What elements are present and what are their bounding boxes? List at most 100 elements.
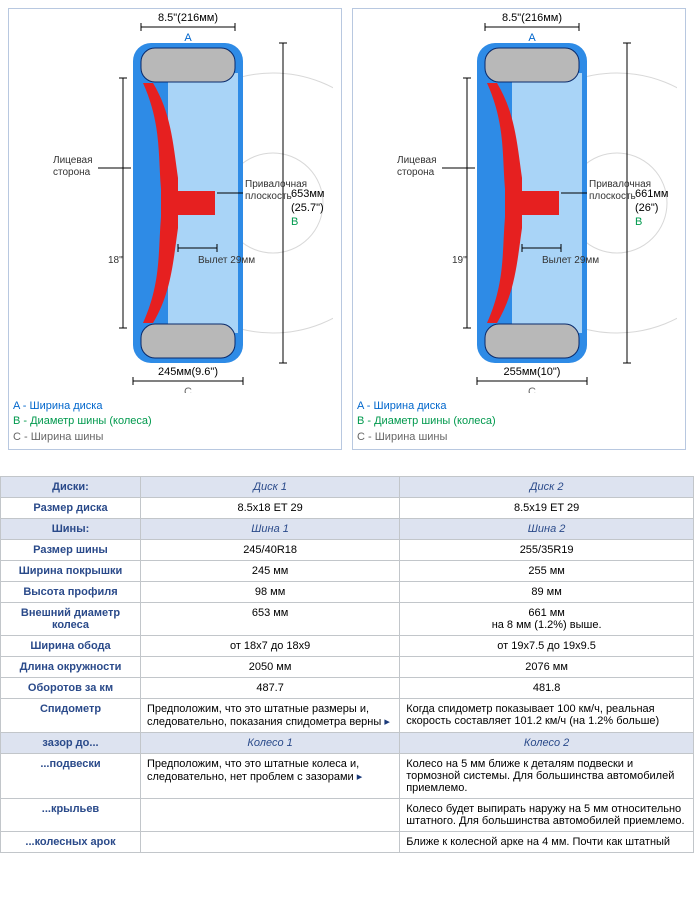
cell-col1: 8.5x18 ET 29 xyxy=(141,498,400,519)
diagram-svg-1: 8.5"(216мм)A653мм(25.7")В245мм(9.6")СЛиц… xyxy=(13,13,337,393)
cell-col2: 255 мм xyxy=(400,561,694,582)
section-label: Шины: xyxy=(1,519,141,540)
text-link[interactable]: Предположим, что это штатные размеры и, … xyxy=(147,703,390,728)
cell-col2: 89 мм xyxy=(400,582,694,603)
cell-col1: от 18x7 до 18x9 xyxy=(141,636,400,657)
svg-text:С: С xyxy=(528,386,536,393)
cell-col2: от 19x7.5 до 19x9.5 xyxy=(400,636,694,657)
col-header-2: Колесо 2 xyxy=(400,733,694,754)
col-header-1: Шина 1 xyxy=(141,519,400,540)
cell-col1: 487.7 xyxy=(141,678,400,699)
legend-c: С - Ширина шины xyxy=(13,430,337,445)
svg-text:Вылет 29мм: Вылет 29мм xyxy=(198,255,255,266)
svg-text:8.5"(216мм): 8.5"(216мм) xyxy=(158,13,218,24)
table-row: Ширина покрышки245 мм255 мм xyxy=(1,561,694,582)
cell-col1: Предположим, что это штатные колеса и, с… xyxy=(141,754,400,799)
legend-b: B - Диаметр шины (колеса) xyxy=(13,414,337,429)
table-row: Ширина ободаот 18x7 до 18x9от 19x7.5 до … xyxy=(1,636,694,657)
svg-text:(25.7"): (25.7") xyxy=(291,202,324,214)
svg-text:плоскость: плоскость xyxy=(589,191,636,202)
legend-a: A - Ширина диска xyxy=(357,399,681,414)
row-label: Спидометр xyxy=(1,699,141,733)
diagram-panel-2: 8.5"(216мм)A661мм(26")В255мм(10")СЛицева… xyxy=(352,8,686,450)
row-label: Ширина обода xyxy=(1,636,141,657)
row-label: ...крыльев xyxy=(1,799,141,832)
cell-col2: 2076 мм xyxy=(400,657,694,678)
cell-col2: 255/35R19 xyxy=(400,540,694,561)
svg-text:Привалочная: Привалочная xyxy=(589,179,651,190)
row-label: Высота профиля xyxy=(1,582,141,603)
cell-col1: 245/40R18 xyxy=(141,540,400,561)
svg-text:сторона: сторона xyxy=(53,167,91,178)
diagrams-row: 8.5"(216мм)A653мм(25.7")В245мм(9.6")СЛиц… xyxy=(0,0,694,458)
svg-text:С: С xyxy=(184,386,192,393)
legend-2: A - Ширина диска B - Диаметр шины (колес… xyxy=(357,399,681,445)
col-header-1: Диск 1 xyxy=(141,477,400,498)
cell-col1 xyxy=(141,799,400,832)
col-header-2: Шина 2 xyxy=(400,519,694,540)
table-row: ...подвескиПредположим, что это штатные … xyxy=(1,754,694,799)
svg-text:В: В xyxy=(635,216,642,228)
row-label: Ширина покрышки xyxy=(1,561,141,582)
svg-text:плоскость: плоскость xyxy=(245,191,292,202)
svg-text:Лицевая: Лицевая xyxy=(397,155,437,166)
col-header-1: Колесо 1 xyxy=(141,733,400,754)
svg-text:сторона: сторона xyxy=(397,167,435,178)
row-label: Размер шины xyxy=(1,540,141,561)
cell-col1: 98 мм xyxy=(141,582,400,603)
row-label: Оборотов за км xyxy=(1,678,141,699)
cell-col2: Когда спидометр показывает 100 км/ч, реа… xyxy=(400,699,694,733)
svg-text:Привалочная: Привалочная xyxy=(245,179,307,190)
row-label: Длина окружности xyxy=(1,657,141,678)
table-row: Высота профиля98 мм89 мм xyxy=(1,582,694,603)
svg-text:255мм(10"): 255мм(10") xyxy=(504,366,561,378)
svg-text:Вылет 29мм: Вылет 29мм xyxy=(542,255,599,266)
table-row: Внешний диаметр колеса653 мм661 ммна 8 м… xyxy=(1,603,694,636)
cell-col2: 661 ммна 8 мм (1.2%) выше. xyxy=(400,603,694,636)
table-row: Длина окружности2050 мм2076 мм xyxy=(1,657,694,678)
text-link[interactable]: Предположим, что это штатные колеса и, с… xyxy=(147,758,362,783)
section-header: зазор до...Колесо 1Колесо 2 xyxy=(1,733,694,754)
table-row: Размер шины245/40R18255/35R19 xyxy=(1,540,694,561)
cell-col1: 2050 мм xyxy=(141,657,400,678)
table-row: СпидометрПредположим, что это штатные ра… xyxy=(1,699,694,733)
svg-text:8.5"(216мм): 8.5"(216мм) xyxy=(502,13,562,24)
section-header: Диски:Диск 1Диск 2 xyxy=(1,477,694,498)
svg-text:245мм(9.6"): 245мм(9.6") xyxy=(158,366,218,378)
row-label: ...подвески xyxy=(1,754,141,799)
cell-col1: Предположим, что это штатные размеры и, … xyxy=(141,699,400,733)
table-row: ...крыльев Колесо будет выпирать наружу н… xyxy=(1,799,694,832)
svg-text:(26"): (26") xyxy=(635,202,658,214)
legend-c: С - Ширина шины xyxy=(357,430,681,445)
svg-text:В: В xyxy=(291,216,298,228)
row-label: Внешний диаметр колеса xyxy=(1,603,141,636)
table-row: ...колесных арок Ближе к колесной арке на… xyxy=(1,832,694,853)
table-row: Оборотов за км487.7481.8 xyxy=(1,678,694,699)
cell-col1: 245 мм xyxy=(141,561,400,582)
cell-col2: Колесо на 5 мм ближе к деталям подвески … xyxy=(400,754,694,799)
legend-a: A - Ширина диска xyxy=(13,399,337,414)
cell-col2: 8.5x19 ET 29 xyxy=(400,498,694,519)
section-header: Шины:Шина 1Шина 2 xyxy=(1,519,694,540)
cell-col1 xyxy=(141,832,400,853)
row-label: ...колесных арок xyxy=(1,832,141,853)
cell-col2: Ближе к колесной арке на 4 мм. Почти как… xyxy=(400,832,694,853)
section-label: Диски: xyxy=(1,477,141,498)
legend-1: A - Ширина диска B - Диаметр шины (колес… xyxy=(13,399,337,445)
col-header-2: Диск 2 xyxy=(400,477,694,498)
comparison-table: Диски:Диск 1Диск 2Размер диска8.5x18 ET … xyxy=(0,476,694,853)
legend-b: B - Диаметр шины (колеса) xyxy=(357,414,681,429)
svg-text:18": 18" xyxy=(108,255,123,266)
section-label: зазор до... xyxy=(1,733,141,754)
svg-text:Лицевая: Лицевая xyxy=(53,155,93,166)
diagram-svg-2: 8.5"(216мм)A661мм(26")В255мм(10")СЛицева… xyxy=(357,13,681,393)
cell-col2: 481.8 xyxy=(400,678,694,699)
row-label: Размер диска xyxy=(1,498,141,519)
table-row: Размер диска8.5x18 ET 298.5x19 ET 29 xyxy=(1,498,694,519)
svg-text:19": 19" xyxy=(452,255,467,266)
svg-text:A: A xyxy=(184,32,192,44)
cell-col2: Колесо будет выпирать наружу на 5 мм отн… xyxy=(400,799,694,832)
svg-text:A: A xyxy=(528,32,536,44)
diagram-panel-1: 8.5"(216мм)A653мм(25.7")В245мм(9.6")СЛиц… xyxy=(8,8,342,450)
cell-col1: 653 мм xyxy=(141,603,400,636)
